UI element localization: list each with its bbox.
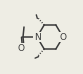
Text: O: O bbox=[60, 32, 66, 42]
Text: N: N bbox=[34, 32, 40, 42]
Text: O: O bbox=[18, 44, 24, 52]
